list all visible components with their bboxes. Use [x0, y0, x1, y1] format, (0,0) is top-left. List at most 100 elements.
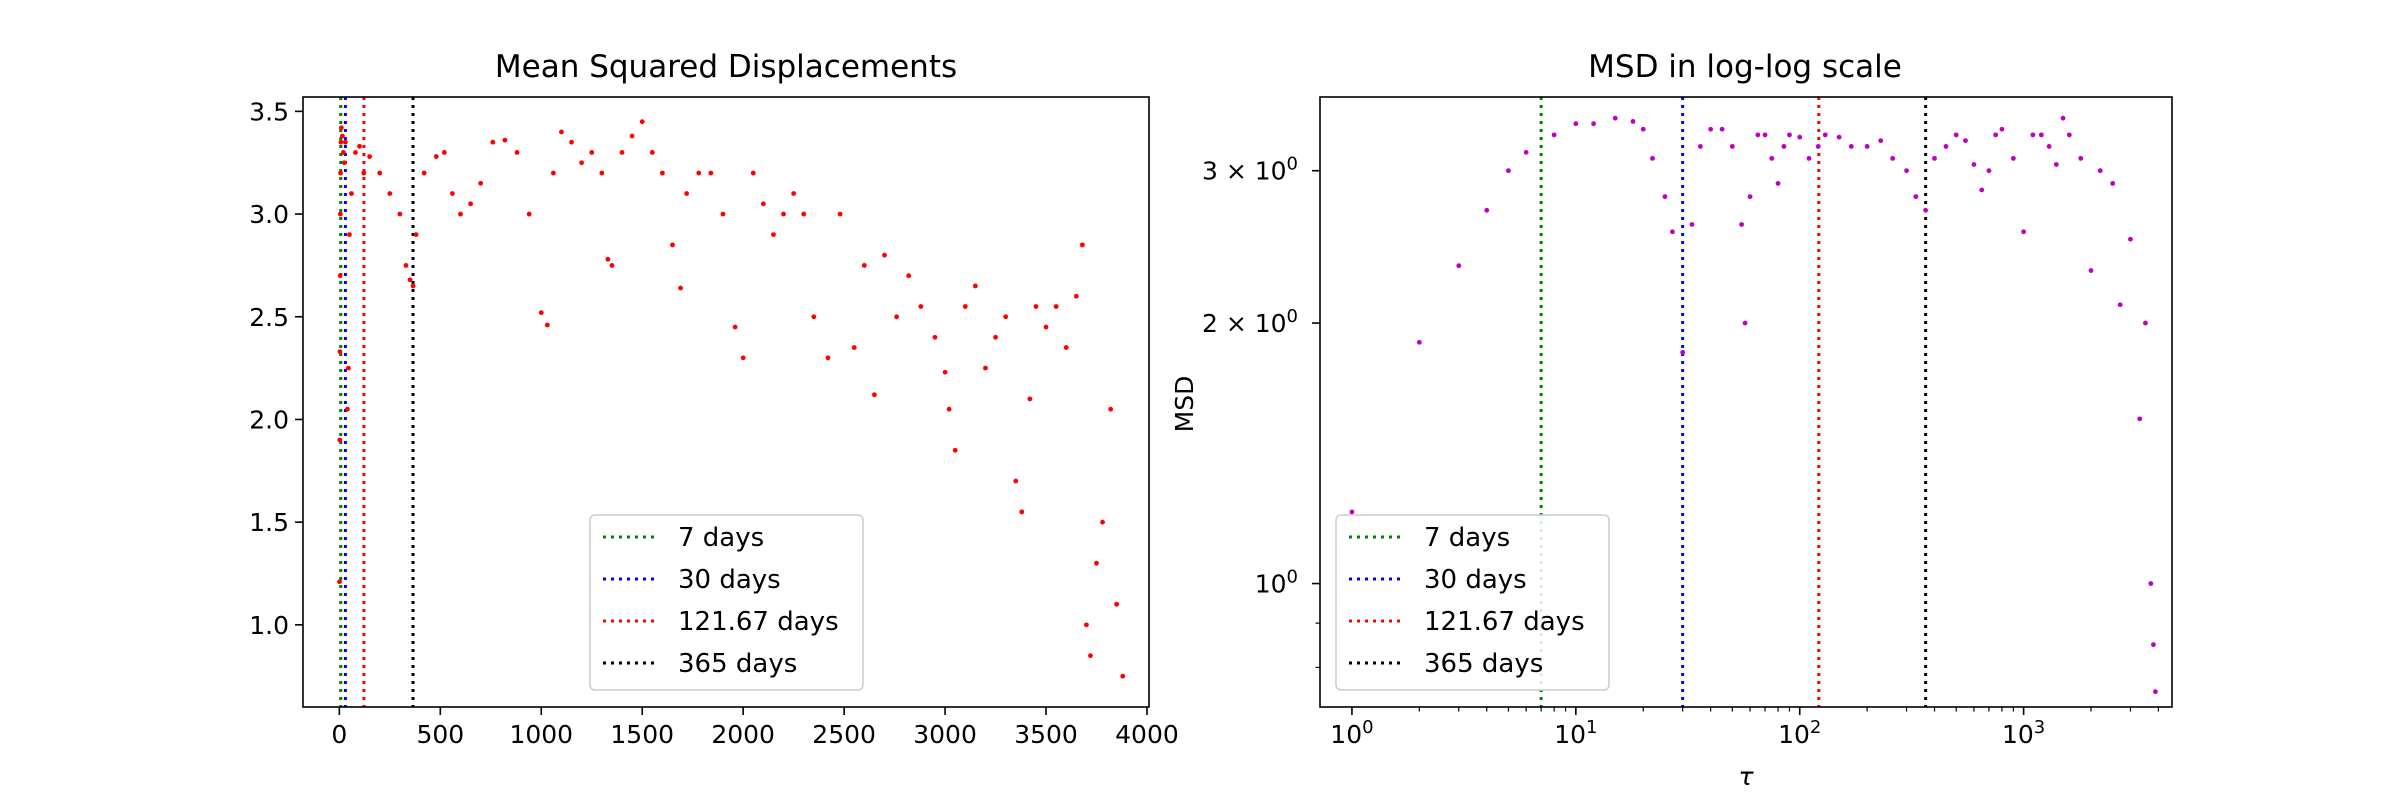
legend-label-365-days: 365 days: [678, 649, 797, 679]
data-point: [347, 232, 352, 238]
data-point: [343, 139, 348, 145]
data-point: [1797, 134, 1803, 140]
y-axis-ticks-linear: 1.0 1.5 2.0 2.5 3.0 3.5: [249, 97, 303, 640]
data-point: [894, 314, 900, 320]
data-point: [2053, 162, 2059, 167]
x-tick-label: 1500: [610, 720, 674, 749]
data-point: [1943, 144, 1949, 149]
data-point: [1591, 121, 1596, 127]
data-point: [1864, 144, 1870, 149]
data-point: [1349, 509, 1355, 515]
data-point: [791, 191, 797, 196]
data-point: [1878, 138, 1884, 144]
data-point: [514, 150, 520, 155]
data-point: [397, 211, 403, 217]
x-axis-ticks-loglog: 100 101 102 103: [1330, 707, 2160, 749]
data-point: [526, 211, 532, 217]
data-point: [1506, 168, 1511, 174]
data-point: [338, 125, 344, 131]
data-point: [410, 283, 416, 289]
x-axis-ticks-linear: 0 500 1000 1500 2000 2500 3000 3500 4000: [331, 707, 1179, 749]
y-tick-label: 3.0: [249, 200, 289, 229]
data-point: [1053, 304, 1059, 309]
data-point: [1100, 519, 1105, 525]
data-point: [1094, 560, 1099, 566]
data-point: [2153, 689, 2158, 695]
reference-lines-linear: [339, 97, 415, 707]
x-tick-label: 100: [1330, 717, 1373, 749]
data-point: [811, 314, 817, 320]
data-point: [1971, 162, 1977, 167]
data-point: [2110, 181, 2116, 186]
data-point: [1063, 345, 1069, 350]
data-point: [781, 211, 786, 217]
data-point: [708, 170, 714, 176]
data-point: [1923, 207, 1929, 213]
data-point: [1913, 194, 1919, 200]
data-point: [407, 277, 413, 283]
data-point: [1815, 144, 1821, 149]
data-point: [337, 579, 342, 585]
data-points-linear: [337, 119, 1126, 679]
data-point: [2137, 416, 2143, 422]
data-point: [629, 133, 635, 139]
data-point: [337, 437, 343, 443]
data-point: [490, 139, 496, 145]
chart-title-loglog: MSD in log-log scale: [1588, 49, 1902, 85]
reference-lines-loglog: [1539, 97, 1928, 707]
data-point: [932, 334, 938, 340]
x-tick-label: 101: [1554, 717, 1597, 749]
data-point: [353, 150, 358, 155]
data-point: [2097, 168, 2103, 174]
y-tick-label: 1.0: [249, 611, 289, 640]
data-point: [1993, 132, 1999, 138]
y-axis-ticks-loglog: 100 2 × 100 3 × 100: [1202, 154, 1320, 669]
data-point: [2078, 155, 2084, 161]
data-point: [337, 211, 343, 217]
data-point: [1775, 181, 1781, 186]
data-point: [1689, 222, 1695, 227]
legend-linear: 7 days 30 days 121.67 days 365 days: [589, 514, 864, 691]
legend-label-121-days: 121.67 days: [678, 607, 839, 637]
data-point: [2066, 132, 2072, 138]
data-point: [337, 349, 343, 355]
x-tick-label: 2000: [711, 720, 775, 749]
data-point: [338, 139, 344, 145]
data-point: [1033, 304, 1039, 309]
data-point: [2060, 115, 2066, 121]
data-point: [609, 263, 615, 268]
data-point: [1551, 132, 1557, 138]
data-point: [478, 180, 484, 186]
x-tick-label: 0: [331, 720, 347, 749]
data-point: [2088, 268, 2094, 273]
data-point: [1114, 601, 1120, 607]
data-point: [421, 170, 427, 176]
x-tick-label: 102: [1778, 717, 1821, 749]
x-tick-label: 3500: [1014, 720, 1078, 749]
data-point: [413, 232, 419, 238]
data-point: [2021, 229, 2027, 235]
data-point: [433, 154, 439, 159]
data-point: [550, 170, 556, 176]
y-axis-label-loglog: MSD: [1170, 376, 1199, 433]
data-point: [952, 447, 958, 453]
data-point: [684, 191, 690, 196]
data-point: [341, 160, 347, 166]
data-point: [1979, 187, 1985, 193]
data-point: [1806, 155, 1812, 161]
data-point: [569, 139, 574, 145]
data-point: [1680, 349, 1686, 355]
data-point: [1742, 320, 1748, 326]
data-point: [544, 322, 550, 328]
data-point: [458, 211, 463, 217]
data-point: [1043, 324, 1049, 330]
data-point: [340, 150, 346, 155]
x-tick-label: 2500: [812, 720, 876, 749]
data-point: [1999, 126, 2005, 132]
data-point: [2148, 581, 2154, 586]
data-point: [599, 170, 605, 176]
data-point: [872, 392, 877, 398]
data-point: [2128, 236, 2133, 242]
plot-frame-loglog: [1319, 96, 2173, 708]
